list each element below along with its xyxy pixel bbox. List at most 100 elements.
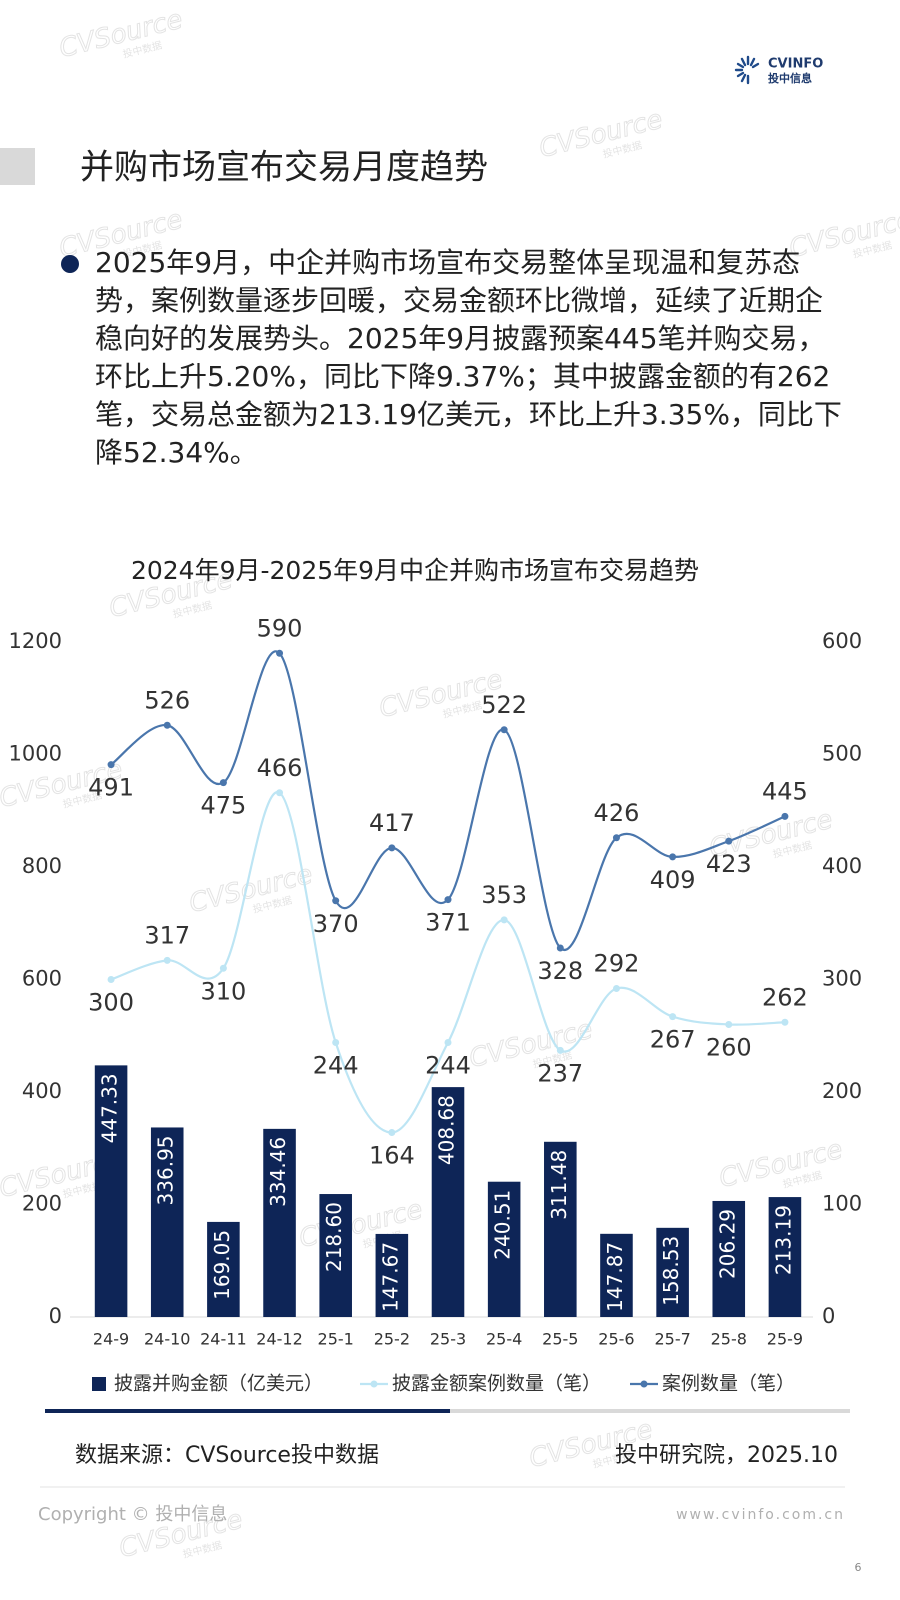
x-tick-label: 25-3 <box>430 1330 466 1349</box>
y2-tick-label: 200 <box>822 1079 862 1103</box>
line-point <box>669 853 677 861</box>
x-tick-label: 25-9 <box>767 1330 803 1349</box>
credit: 投中研究院，2025.10 <box>615 1443 838 1468</box>
watermark-brand: CVSource <box>56 5 185 65</box>
bar <box>207 1221 240 1317</box>
x-tick-label: 25-1 <box>318 1330 354 1349</box>
bar <box>375 1233 409 1317</box>
line-label: 237 <box>537 1059 583 1087</box>
line-label: 267 <box>650 1026 696 1054</box>
bar-label: 334.46 <box>266 1137 290 1207</box>
line-label: 262 <box>762 983 808 1011</box>
x-tick-label: 25-6 <box>598 1330 634 1349</box>
source: 数据来源：CVSource投中数据 <box>75 1443 379 1468</box>
page-title: 并购市场宣布交易月度趋势 <box>80 148 488 188</box>
line-label: 417 <box>369 809 415 837</box>
x-tick-label: 25-5 <box>542 1330 578 1349</box>
y-tick-label: 400 <box>22 1079 62 1103</box>
line-point <box>669 1013 677 1021</box>
y-tick-label: 1000 <box>9 742 62 766</box>
line-label: 292 <box>594 950 640 978</box>
bar-label: 336.95 <box>154 1135 178 1205</box>
line-point <box>781 812 789 820</box>
line-label: 317 <box>144 921 190 949</box>
page-number: 6 <box>855 1561 862 1574</box>
x-tick-label: 25-7 <box>654 1330 690 1349</box>
bullet-dot <box>61 255 79 273</box>
line-label: 466 <box>257 754 303 782</box>
line-point <box>332 1039 340 1046</box>
line-label: 353 <box>481 881 527 909</box>
line-label: 300 <box>88 989 134 1017</box>
line-label: 328 <box>537 957 583 985</box>
bar-label: 447.33 <box>98 1073 122 1143</box>
legend-key-dot <box>640 1380 648 1388</box>
line-label: 370 <box>313 910 359 938</box>
y2-tick-label: 0 <box>822 1304 835 1328</box>
bar <box>544 1141 577 1317</box>
line-label: 526 <box>144 686 190 714</box>
x-tick-label: 24-9 <box>93 1330 129 1349</box>
line-point <box>612 985 620 992</box>
watermark: CVSource投中数据 <box>296 1194 426 1255</box>
line-label: 310 <box>200 977 246 1005</box>
bar-label: 147.87 <box>603 1242 627 1312</box>
line-point <box>219 779 227 787</box>
bar-label: 218.60 <box>322 1202 346 1272</box>
y-tick-label: 0 <box>49 1304 62 1328</box>
divider-light <box>450 1409 850 1413</box>
website: www.cvinfo.com.cn <box>676 1507 845 1523</box>
line-point <box>163 956 171 964</box>
logo-en: CVINFO <box>768 57 823 72</box>
line-point <box>556 944 564 952</box>
chart-title: 2024年9月-2025年9月中企并购市场宣布交易趋势 <box>131 556 699 585</box>
line-label: 426 <box>594 799 640 827</box>
line-point <box>725 1021 733 1028</box>
x-tick-label: 24-12 <box>256 1330 303 1349</box>
line-point <box>276 789 284 797</box>
legend-label: 案例数量（笔） <box>662 1373 795 1395</box>
line-point <box>444 1039 452 1046</box>
line-point <box>388 844 396 852</box>
line-point <box>556 1046 564 1054</box>
bar-label: 311.48 <box>547 1150 571 1220</box>
x-tick-label: 24-10 <box>144 1330 191 1349</box>
legend-label: 披露金额案例数量（笔） <box>392 1373 601 1395</box>
bar-label: 147.67 <box>378 1242 402 1312</box>
line-point <box>107 976 115 983</box>
bar-label: 169.05 <box>210 1230 234 1300</box>
y2-tick-label: 300 <box>822 967 862 991</box>
plot: 0 200 400 600 800 1000 1200 0 100 200 300 400 500 600… <box>9 614 863 1394</box>
y-tick-label: 200 <box>22 1192 62 1216</box>
bar <box>600 1233 633 1317</box>
bar-label: 158.53 <box>659 1236 683 1306</box>
watermark: CVSource投中数据 <box>186 859 316 920</box>
line-label: 423 <box>706 850 752 878</box>
line-point <box>781 1018 789 1026</box>
y-tick-label: 1200 <box>9 629 62 653</box>
line-point <box>219 964 227 972</box>
watermark-brand: CVSource <box>716 1135 845 1195</box>
y2-tick-label: 100 <box>822 1192 862 1216</box>
line-label: 164 <box>369 1142 415 1170</box>
logo: CVINFO 投中信息 <box>734 55 823 85</box>
legend-key <box>92 1377 106 1391</box>
bar-label: 240.51 <box>491 1190 515 1260</box>
legend-label: 披露并购金额（亿美元） <box>114 1373 323 1395</box>
bar <box>263 1128 296 1317</box>
bar-label: 206.29 <box>715 1209 739 1279</box>
bar <box>94 1065 128 1317</box>
bar-label: 408.68 <box>435 1095 459 1165</box>
bar <box>656 1227 689 1317</box>
bar <box>431 1087 465 1317</box>
x-tick-label: 25-2 <box>374 1330 410 1349</box>
line-point <box>500 916 508 924</box>
line-point <box>332 897 340 905</box>
copyright: Copyright © 投中信息 <box>38 1504 227 1525</box>
line-label: 590 <box>257 614 303 642</box>
legend-key-dot <box>370 1380 378 1388</box>
watermark: CVSource投中数据 <box>536 104 666 165</box>
line-point <box>725 837 733 845</box>
line-label: 244 <box>425 1052 471 1080</box>
